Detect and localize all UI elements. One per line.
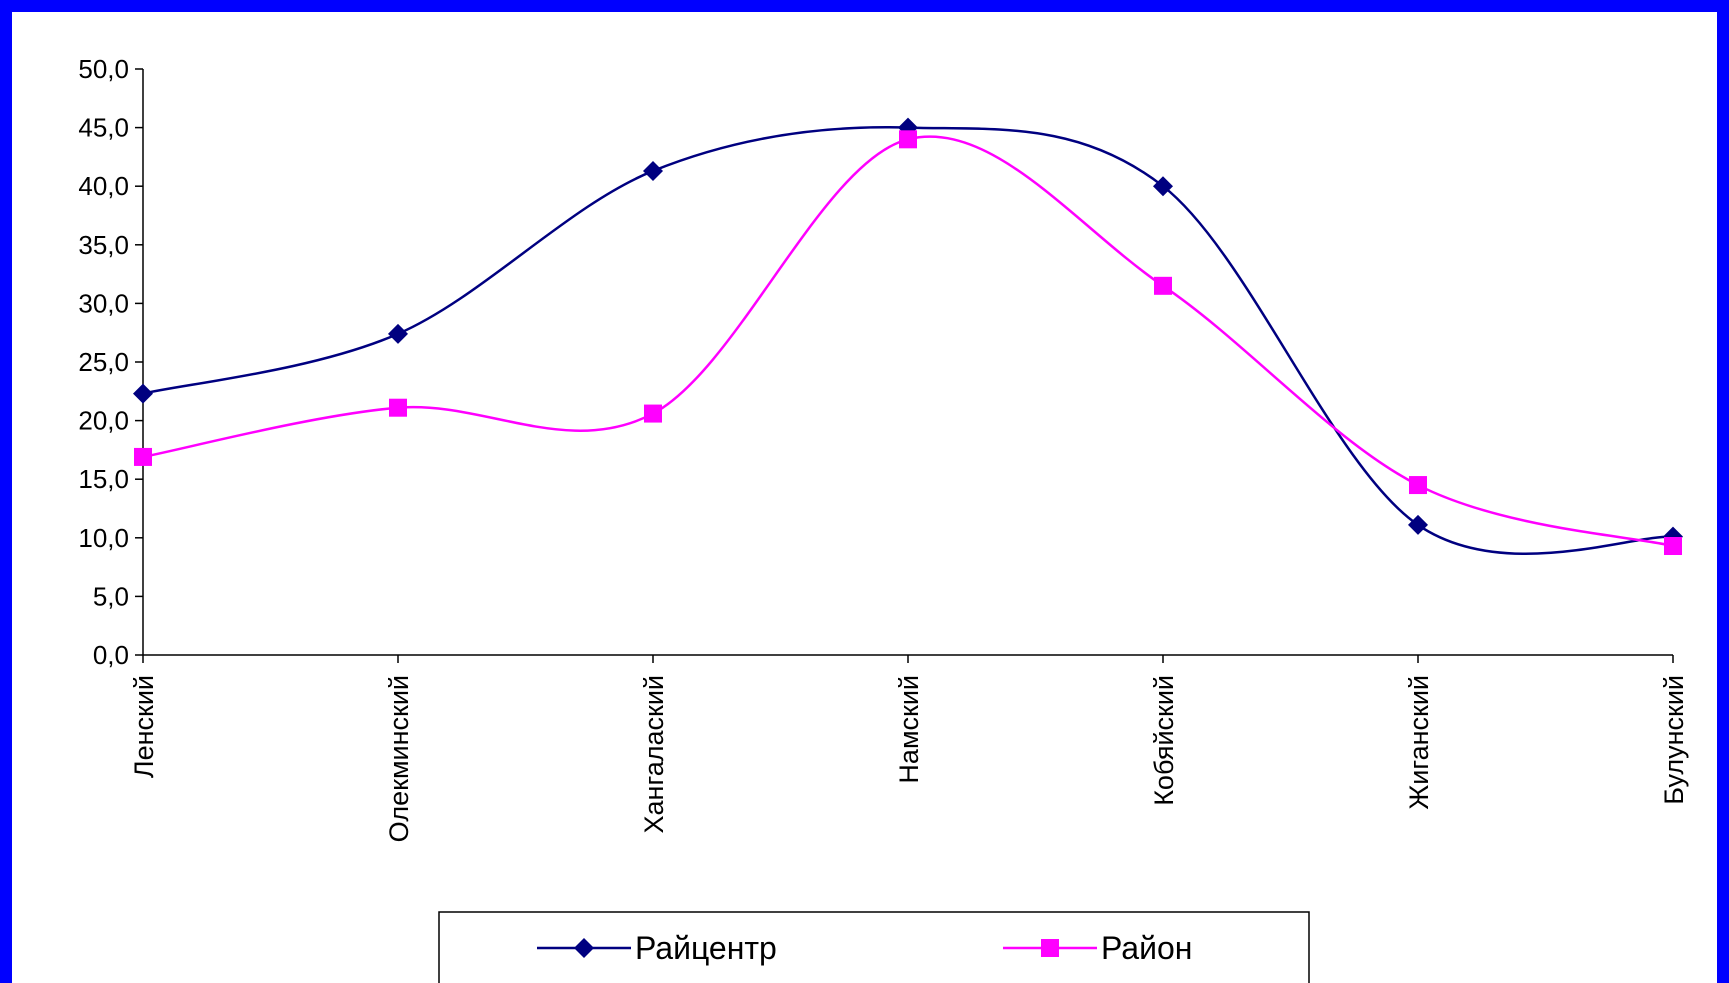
series-2-line xyxy=(142,135,1674,548)
series-markers xyxy=(133,117,1683,556)
series-lines xyxy=(142,126,1674,555)
legend-entry-2: Район xyxy=(1003,930,1192,966)
y-tick-label: 50,0 xyxy=(78,54,129,84)
legend-label: Район xyxy=(1101,930,1192,966)
legend-entry-1: Райцентр xyxy=(537,930,777,966)
x-tick-label: Жиганский xyxy=(1404,675,1434,810)
series-1-point xyxy=(898,117,918,138)
legend: Райцентр Район xyxy=(438,911,1310,983)
y-tick-label: 20,0 xyxy=(78,406,129,436)
series-1-line xyxy=(142,126,1674,555)
axes: 0,0 5,0 10,0 15,0 20,0 25,0 30,0 35,0 40,0 45,0 50… xyxy=(78,54,1689,842)
series-1-point xyxy=(133,383,153,404)
series-1-point xyxy=(1408,514,1428,535)
x-tick-label: Намский xyxy=(894,675,924,784)
series-1-point xyxy=(388,323,408,344)
series-2-point xyxy=(1154,276,1172,295)
y-tick-label: 25,0 xyxy=(78,347,129,377)
y-tick-label: 40,0 xyxy=(78,171,129,201)
x-tick-label: Кобяйский xyxy=(1149,675,1179,806)
chart-area xyxy=(12,12,1717,983)
y-tick-label: 10,0 xyxy=(78,523,129,553)
legend-swatch-marker xyxy=(574,938,594,958)
y-tick-label: 30,0 xyxy=(78,288,129,318)
legend-box xyxy=(438,911,1310,983)
x-tick-label: Ленский xyxy=(129,675,159,778)
series-1-point xyxy=(643,160,663,181)
y-tick-label: 15,0 xyxy=(78,464,129,494)
x-tick-label: Булунский xyxy=(1659,675,1689,805)
legend-swatch-marker xyxy=(1041,939,1059,957)
series-2-point xyxy=(1409,476,1427,495)
series-2-point xyxy=(899,130,917,149)
y-tick-label: 35,0 xyxy=(78,230,129,260)
series-1-point xyxy=(1153,176,1173,197)
y-tick-label: 0,0 xyxy=(93,640,129,670)
y-tick-label: 5,0 xyxy=(93,581,129,611)
series-2-point xyxy=(644,404,662,423)
series-2-point xyxy=(1664,537,1682,556)
x-tick-label: Хангалаский xyxy=(639,675,669,833)
y-tick-label: 45,0 xyxy=(78,113,129,143)
legend-label: Райцентр xyxy=(635,930,777,966)
series-2-point xyxy=(134,447,152,466)
x-tick-label: Олекминский xyxy=(384,675,414,842)
series-2-point xyxy=(389,398,407,417)
